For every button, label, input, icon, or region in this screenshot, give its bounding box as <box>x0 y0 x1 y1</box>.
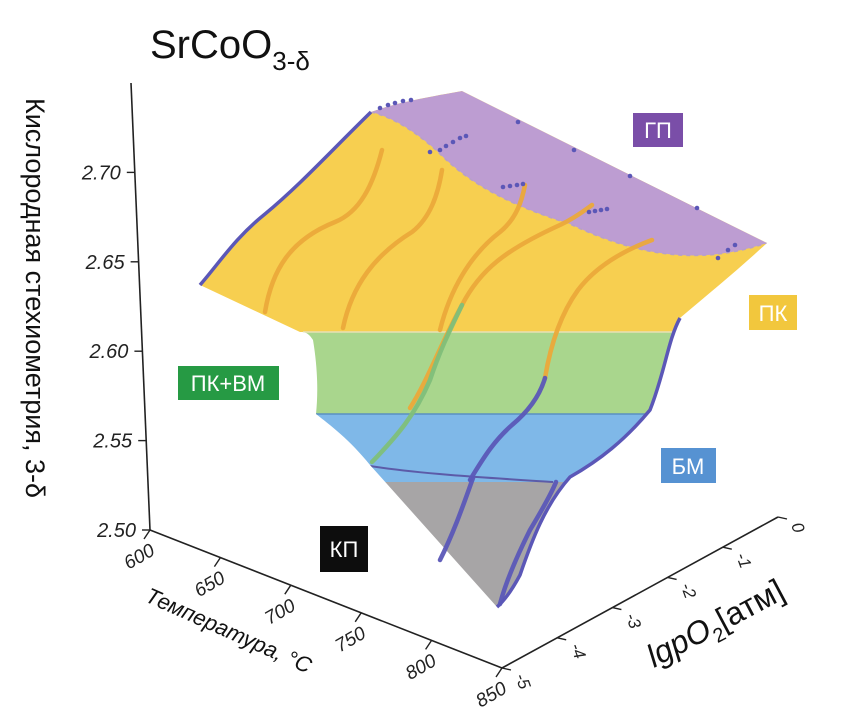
label-pkvm-text: ПК+ВМ <box>191 371 265 396</box>
label-gp-text: ГП <box>644 118 672 143</box>
measurement-dot <box>732 242 738 248</box>
pressure-tick-label: 0 <box>787 520 808 536</box>
isotherm-curve <box>437 182 528 333</box>
isotherm-curve <box>497 479 559 607</box>
z-tick-label: 2.50 <box>96 520 136 542</box>
measurement-dot <box>408 97 414 103</box>
label-bm-box <box>661 448 716 483</box>
measurement-dot <box>715 255 721 261</box>
isotherm-curve <box>407 202 595 411</box>
measurement-dot <box>627 173 633 179</box>
pressure-axis-title-main: lgpO <box>640 611 717 675</box>
pressure-tick <box>722 546 732 550</box>
z-tick-label: 2.70 <box>81 162 121 184</box>
isotherm-curve <box>340 167 445 331</box>
measurement-dot <box>520 181 526 187</box>
pressure-tick-label: -5 <box>511 671 534 692</box>
axes <box>130 82 779 669</box>
pressure-axis-line <box>501 516 779 669</box>
gp-pk-boundary <box>370 111 767 257</box>
measurement-dot <box>377 105 383 111</box>
measurement-dot <box>725 247 731 253</box>
measurement-dot <box>514 182 520 188</box>
temperature-tick-label: 700 <box>261 595 299 629</box>
pressure-tick-label: -2 <box>677 580 700 601</box>
measurement-dot <box>586 209 592 215</box>
pressure-tick <box>501 667 512 671</box>
measurement-dot <box>385 102 391 108</box>
measurement-dot <box>392 100 398 106</box>
measurement-dot <box>571 147 577 153</box>
measurement-dot <box>598 207 604 213</box>
isotherm-curve <box>542 237 655 381</box>
temperature-tick-label: 650 <box>191 568 229 602</box>
pressure-axis-title-unit: [атм] <box>710 572 790 637</box>
bm-kp-boundary <box>369 465 554 483</box>
label-pk: ПК <box>749 295 797 330</box>
label-pk-text: ПК <box>759 301 788 326</box>
temperature-tick-label: 600 <box>121 540 159 574</box>
isotherm-curve <box>262 147 385 315</box>
measurement-dot <box>694 205 700 211</box>
measurement-dot <box>500 184 506 190</box>
measurement-dot <box>427 149 433 155</box>
z-axis-title: Кислородная стехиометрия, 3-δ <box>20 98 50 498</box>
label-pk-box <box>749 295 797 330</box>
temperature-tick <box>354 612 362 623</box>
label-kp-box <box>320 526 368 572</box>
pressure-tick <box>777 516 788 520</box>
label-pkvm: ПК+ВМ <box>178 366 279 400</box>
isotherm-curve <box>467 375 548 483</box>
isotherm-curve <box>437 475 476 563</box>
z-tick-label: 2.60 <box>88 341 128 363</box>
isotherm-lines <box>262 147 655 607</box>
temperature-tick <box>425 640 433 650</box>
label-gp: ГП <box>633 113 683 147</box>
pressure-tick-label: -3 <box>622 610 645 631</box>
surface-outline <box>198 110 682 609</box>
z-axis-line <box>130 82 151 531</box>
measurement-dot <box>592 208 598 214</box>
temperature-tick <box>143 529 151 540</box>
pressure-tick <box>612 606 622 611</box>
temperature-tick <box>213 557 221 567</box>
measurement-dot <box>400 98 406 104</box>
label-kp-text: КП <box>330 537 359 562</box>
pressure-tick <box>557 637 567 641</box>
phase-region-pk <box>200 91 767 332</box>
z-tick-label: 2.55 <box>92 431 133 453</box>
chart-title-subscript: 3-δ <box>272 46 310 76</box>
z-tick-label: 2.65 <box>85 252 126 274</box>
temperature-tick <box>495 667 503 678</box>
phase-region-gp <box>371 91 767 256</box>
z-ticks: 2.50 2.55 2.60 2.65 2.70 <box>81 162 150 542</box>
temperature-tick-label: 800 <box>402 650 440 684</box>
pressure-tick-label: -4 <box>566 641 589 662</box>
label-gp-box <box>633 113 683 147</box>
label-bm: БМ <box>661 448 716 483</box>
pressure-ticks: 0 -1 -2 -3 -4 -5 <box>501 516 809 692</box>
measurement-dot <box>443 143 449 149</box>
pressure-axis-title: lgpO2[атм] <box>640 572 792 680</box>
pressure-tick <box>667 576 677 581</box>
measurement-dot <box>604 206 610 212</box>
measurement-dots <box>377 97 738 261</box>
label-pkvm-box <box>178 366 279 400</box>
chart-title: SrCoO3-δ <box>150 23 310 76</box>
temperature-tick <box>284 584 292 595</box>
temperature-axis-line <box>149 529 503 669</box>
pressure-tick-label: -1 <box>732 550 755 571</box>
label-kp: КП <box>320 526 368 572</box>
measurement-dot <box>507 183 513 189</box>
temperature-tick-label: 850 <box>473 678 511 712</box>
measurement-dot <box>463 133 469 139</box>
isotherm-curve <box>369 302 465 465</box>
label-bm-text: БМ <box>672 454 705 479</box>
temperature-tick-label: 750 <box>332 623 370 657</box>
measurement-dot <box>515 119 521 125</box>
measurement-dot <box>450 139 456 145</box>
measurement-dot <box>437 147 443 153</box>
measurement-dot <box>457 135 463 141</box>
